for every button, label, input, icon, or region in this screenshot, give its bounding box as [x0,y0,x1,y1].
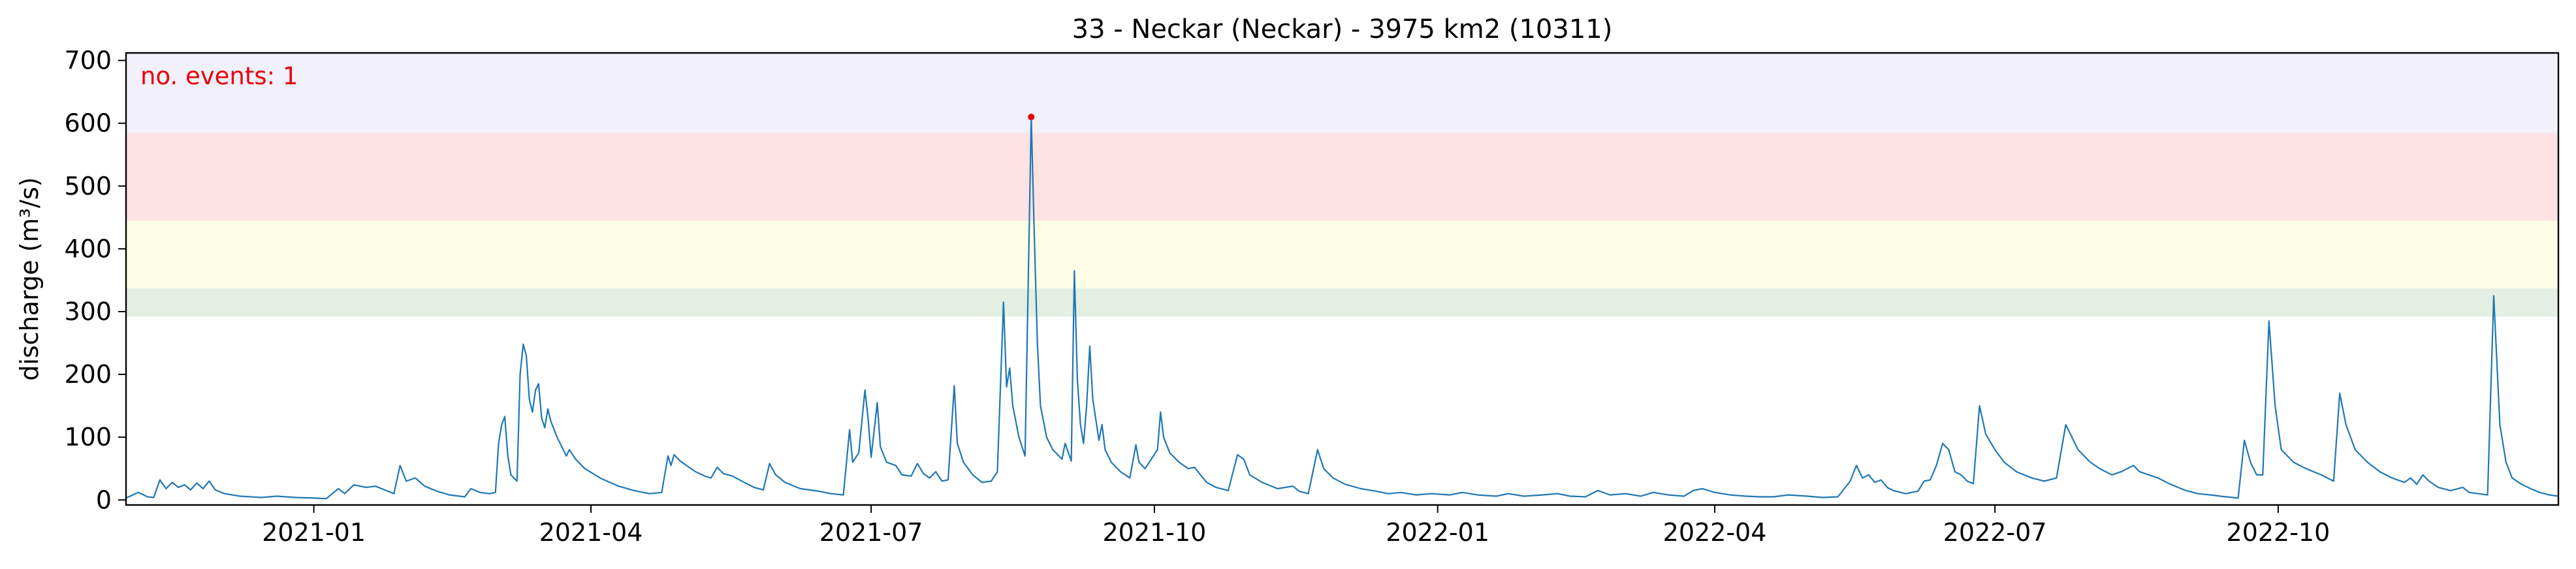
y-tick-label: 700 [64,46,112,75]
y-tick-label: 200 [64,360,112,389]
x-tick-label: 2021-07 [819,518,923,547]
event-markers [1028,114,1034,120]
y-tick-label: 100 [64,423,112,451]
threshold-band-3 [126,53,2558,133]
y-tick-label: 600 [64,109,112,138]
threshold-band-2 [126,133,2558,221]
x-tick-label: 2022-01 [1386,518,1489,547]
x-axis-ticks: 2021-01 2021-04 2021-07 2021-10 2022-01 2022-… [262,505,2330,547]
y-tick-label: 500 [64,172,112,201]
chart-title: 33 - Neckar (Neckar) - 3975 km2 (10311) [1072,14,1613,44]
event-marker-0 [1028,114,1034,120]
x-tick-label: 2021-01 [262,518,366,547]
threshold-bands [126,53,2558,317]
x-tick-label: 2022-04 [1663,518,1767,547]
y-tick-label: 0 [96,485,112,514]
threshold-band-1 [126,221,2558,289]
event-count-annotation: no. events: 1 [140,62,298,90]
y-tick-label: 300 [64,297,112,326]
x-tick-label: 2022-10 [2227,518,2330,547]
x-tick-label: 2021-10 [1102,518,1206,547]
x-tick-label: 2021-04 [539,518,643,547]
y-axis-label: discharge (m³/s) [15,177,44,381]
y-tick-label: 400 [64,235,112,263]
y-axis-ticks: 0 100 200 300 400 500 600 700 [64,46,126,515]
x-tick-label: 2022-07 [1943,518,2047,547]
threshold-band-0 [126,288,2558,316]
